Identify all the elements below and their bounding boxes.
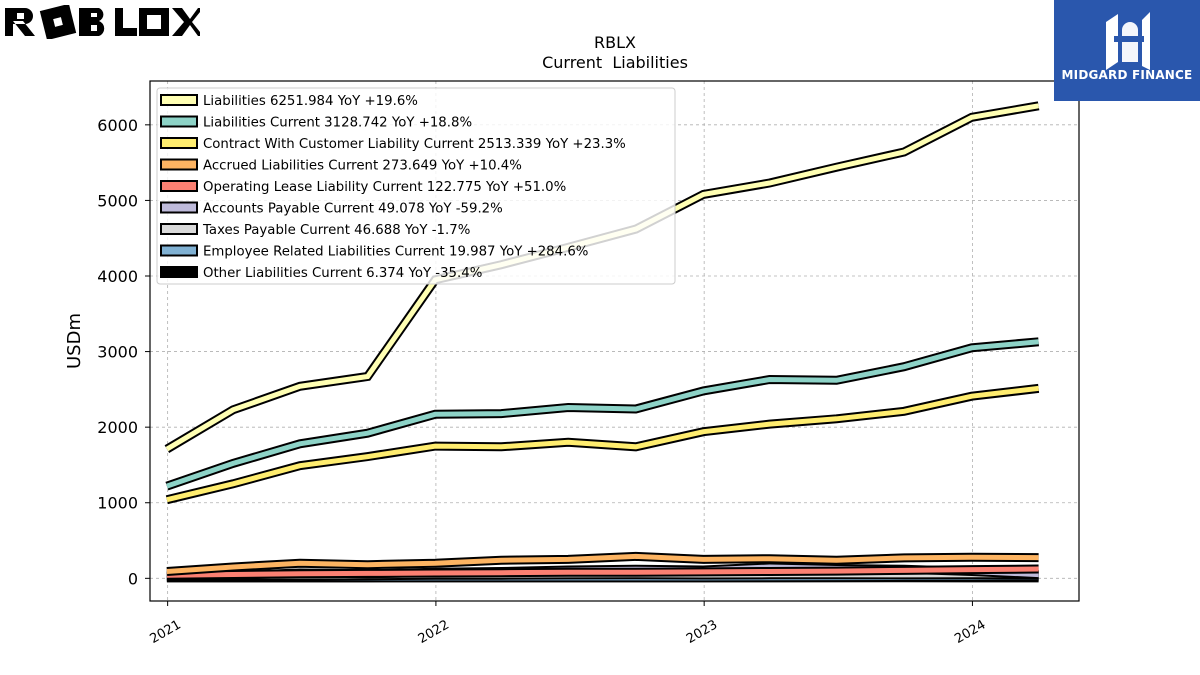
chart-subtitle: Current Liabilities bbox=[542, 53, 688, 72]
legend-entry: Accounts Payable Current 49.078 YoY -59.… bbox=[203, 202, 503, 217]
legend-swatch bbox=[160, 137, 198, 149]
legend-swatch bbox=[160, 244, 198, 257]
legend-entry: Accrued Liabilities Current 273.649 YoY … bbox=[203, 159, 522, 174]
y-tick-label: 5000 bbox=[97, 191, 138, 210]
y-tick-label: 3000 bbox=[97, 343, 138, 362]
y-tick-label: 2000 bbox=[97, 418, 138, 437]
y-tick-label: 6000 bbox=[97, 116, 138, 135]
x-tick-label: 2024 bbox=[952, 617, 988, 647]
legend-swatch bbox=[160, 158, 198, 171]
x-tick-label: 2023 bbox=[684, 617, 720, 647]
series-line bbox=[166, 339, 1039, 489]
legend-swatch bbox=[160, 201, 198, 214]
roblox-logo bbox=[5, 5, 200, 39]
x-tick-label: 2021 bbox=[147, 617, 183, 647]
legend-swatch bbox=[160, 180, 198, 192]
legend-entry: Liabilities 6251.984 YoY +19.6% bbox=[203, 94, 418, 109]
legend: Liabilities 6251.984 YoY +19.6% Liabiliti… bbox=[156, 87, 676, 285]
y-tick-label: 4000 bbox=[97, 267, 138, 286]
x-tick-label: 2022 bbox=[416, 617, 452, 647]
badge-text: MIDGARD FINANCE bbox=[1061, 68, 1193, 82]
series-line bbox=[166, 566, 1039, 578]
legend-swatch bbox=[160, 266, 198, 278]
series-lines bbox=[164, 101, 1040, 583]
legend-entry: Liabilities Current 3128.742 YoY +18.8% bbox=[203, 116, 472, 131]
legend-entry: Other Liabilities Current 6.374 YoY -35.… bbox=[203, 266, 482, 281]
legend-box bbox=[156, 87, 676, 285]
y-axis-label: USDm bbox=[64, 313, 85, 369]
legend-swatch bbox=[160, 223, 198, 235]
chart-title: RBLX bbox=[594, 33, 636, 52]
legend-entry: Employee Related Liabilities Current 19.… bbox=[203, 245, 588, 260]
legend-swatch bbox=[160, 94, 198, 106]
legend-swatch bbox=[160, 115, 198, 128]
plot-frame bbox=[149, 80, 1080, 602]
midgard-logo-icon bbox=[1106, 12, 1150, 70]
y-tick-label: 1000 bbox=[97, 494, 138, 513]
series-line bbox=[166, 385, 1039, 503]
y-tick-label: 0 bbox=[128, 569, 138, 588]
midgard-finance-badge: MIDGARD FINANCE bbox=[1054, 0, 1200, 101]
legend-entry: Operating Lease Liability Current 122.77… bbox=[203, 180, 566, 195]
legend-entry: Taxes Payable Current 46.688 YoY -1.7% bbox=[202, 223, 470, 238]
legend-entry: Contract With Customer Liability Current… bbox=[203, 137, 626, 152]
series-line bbox=[166, 553, 1039, 574]
